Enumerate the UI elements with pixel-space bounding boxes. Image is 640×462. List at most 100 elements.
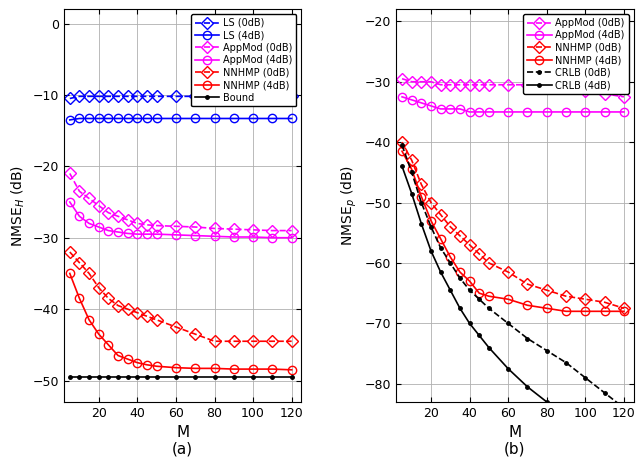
AppMod (0dB) — [288, 228, 296, 233]
Bound — [76, 374, 83, 380]
CRLB (4dB) — [476, 333, 483, 338]
AppMod (4dB) — [230, 234, 237, 240]
AppMod (4dB) — [153, 231, 161, 237]
LS (0dB) — [249, 94, 257, 99]
AppMod (4dB) — [398, 94, 406, 100]
LS (4dB) — [124, 116, 131, 121]
AppMod (4dB) — [172, 232, 180, 237]
AppMod (0dB) — [417, 79, 425, 85]
NNHMP (4dB) — [476, 291, 483, 296]
LS (4dB) — [85, 116, 93, 121]
NNHMP (0dB) — [134, 310, 141, 316]
CRLB (0dB) — [437, 245, 445, 251]
NNHMP (0dB) — [288, 339, 296, 344]
NNHMP (0dB) — [476, 251, 483, 257]
AppMod (4dB) — [447, 106, 454, 112]
AppMod (0dB) — [230, 226, 237, 232]
Bound — [269, 374, 276, 380]
AppMod (4dB) — [143, 231, 151, 237]
AppMod (0dB) — [269, 228, 276, 233]
CRLB (4dB) — [504, 366, 512, 371]
Line: NNHMP (4dB): NNHMP (4dB) — [398, 147, 628, 316]
LS (0dB) — [66, 96, 74, 101]
LS (4dB) — [76, 116, 83, 121]
AppMod (0dB) — [104, 210, 112, 215]
NNHMP (4dB) — [172, 365, 180, 371]
CRLB (4dB) — [543, 399, 550, 405]
CRLB (4dB) — [456, 305, 464, 311]
NNHMP (4dB) — [562, 309, 570, 314]
AppMod (4dB) — [288, 235, 296, 241]
AppMod (4dB) — [620, 109, 628, 115]
LS (4dB) — [230, 116, 237, 121]
NNHMP (4dB) — [408, 167, 415, 172]
AppMod (4dB) — [269, 235, 276, 241]
AppMod (4dB) — [249, 234, 257, 240]
X-axis label: M: M — [508, 426, 522, 440]
Line: CRLB (4dB): CRLB (4dB) — [399, 163, 627, 462]
AppMod (0dB) — [562, 85, 570, 91]
Bound — [143, 374, 151, 380]
CRLB (4dB) — [417, 221, 425, 226]
Line: AppMod (0dB): AppMod (0dB) — [398, 74, 628, 101]
Bound — [134, 374, 141, 380]
LS (0dB) — [230, 94, 237, 99]
NNHMP (4dB) — [398, 148, 406, 154]
NNHMP (0dB) — [95, 285, 102, 291]
NNHMP (0dB) — [85, 271, 93, 276]
AppMod (0dB) — [95, 203, 102, 208]
NNHMP (4dB) — [124, 356, 131, 362]
NNHMP (0dB) — [447, 224, 454, 230]
AppMod (4dB) — [114, 229, 122, 235]
CRLB (0dB) — [601, 390, 609, 395]
Line: NNHMP (0dB): NNHMP (0dB) — [66, 248, 296, 346]
AppMod (0dB) — [543, 82, 550, 87]
AppMod (0dB) — [427, 79, 435, 85]
AppMod (4dB) — [417, 100, 425, 106]
Bound — [230, 374, 237, 380]
CRLB (0dB) — [456, 275, 464, 281]
NNHMP (0dB) — [76, 260, 83, 266]
AppMod (4dB) — [601, 109, 609, 115]
NNHMP (0dB) — [211, 339, 218, 344]
NNHMP (0dB) — [582, 297, 589, 302]
Line: AppMod (4dB): AppMod (4dB) — [66, 198, 296, 242]
AppMod (4dB) — [191, 233, 199, 238]
NNHMP (4dB) — [230, 366, 237, 372]
NNHMP (4dB) — [114, 353, 122, 359]
AppMod (4dB) — [524, 109, 531, 115]
NNHMP (0dB) — [466, 242, 474, 248]
NNHMP (4dB) — [466, 278, 474, 284]
AppMod (0dB) — [582, 88, 589, 94]
Line: AppMod (0dB): AppMod (0dB) — [66, 169, 296, 235]
AppMod (4dB) — [427, 103, 435, 109]
NNHMP (0dB) — [485, 260, 493, 266]
LS (0dB) — [104, 94, 112, 99]
LS (0dB) — [211, 94, 218, 99]
LS (0dB) — [76, 94, 83, 99]
NNHMP (0dB) — [143, 314, 151, 319]
LS (4dB) — [249, 116, 257, 121]
Line: Bound: Bound — [67, 373, 295, 380]
Bound — [249, 374, 257, 380]
CRLB (0dB) — [417, 200, 425, 205]
Line: CRLB (0dB): CRLB (0dB) — [399, 142, 627, 412]
LS (4dB) — [104, 116, 112, 121]
CRLB (0dB) — [408, 170, 415, 175]
NNHMP (4dB) — [427, 218, 435, 224]
NNHMP (4dB) — [66, 271, 74, 276]
NNHMP (4dB) — [76, 296, 83, 301]
AppMod (0dB) — [456, 82, 464, 87]
NNHMP (4dB) — [524, 303, 531, 308]
NNHMP (4dB) — [417, 194, 425, 199]
NNHMP (4dB) — [485, 293, 493, 299]
NNHMP (0dB) — [620, 305, 628, 311]
AppMod (0dB) — [437, 82, 445, 87]
NNHMP (4dB) — [437, 236, 445, 242]
AppMod (4dB) — [504, 109, 512, 115]
Bound — [95, 374, 102, 380]
AppMod (4dB) — [134, 231, 141, 237]
Y-axis label: NMSE$_p$ (dB): NMSE$_p$ (dB) — [340, 165, 359, 246]
Line: NNHMP (4dB): NNHMP (4dB) — [66, 269, 296, 374]
NNHMP (4dB) — [288, 367, 296, 372]
